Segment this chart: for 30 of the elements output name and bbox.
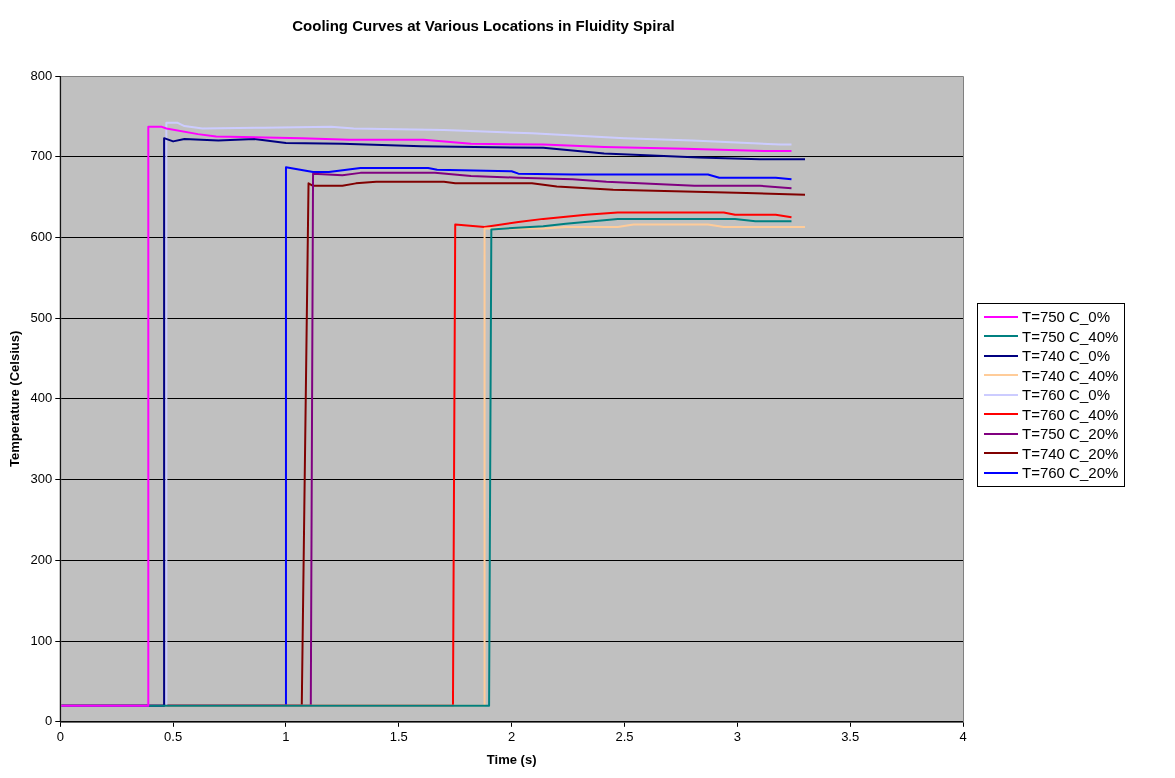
- y-tick-label: 600: [30, 229, 53, 245]
- x-tick-label: 0: [56, 729, 64, 745]
- y-tick-label: 400: [30, 390, 53, 406]
- x-tick-label: 0.5: [164, 729, 183, 745]
- legend-label: T=740 C_20%: [1022, 443, 1119, 463]
- chart-title: Cooling Curves at Various Locations in Fluidity Spiral: [292, 17, 675, 35]
- x-tick-label: 2.5: [615, 729, 634, 745]
- y-tick-label: 300: [30, 471, 53, 487]
- y-tick-label: 700: [30, 148, 53, 164]
- legend-label: T=760 C_0%: [1022, 385, 1110, 405]
- x-axis-title: Time (s): [486, 751, 537, 767]
- x-tick-label: 1: [282, 729, 290, 745]
- x-tick-label: 4: [959, 729, 967, 745]
- y-tick-label: 200: [30, 551, 53, 567]
- legend-label: T=750 C_0%: [1022, 307, 1110, 327]
- y-tick-label: 0: [45, 713, 53, 729]
- x-tick-label: 1.5: [389, 729, 408, 745]
- y-tick-label: 800: [30, 67, 53, 83]
- legend-label: T=750 C_40%: [1022, 326, 1119, 346]
- x-tick-label: 2: [508, 729, 516, 745]
- y-tick-label: 100: [30, 632, 53, 648]
- x-tick-label: 3.5: [841, 729, 860, 745]
- legend-label: T=750 C_20%: [1022, 424, 1119, 444]
- legend-label: T=740 C_0%: [1022, 346, 1110, 366]
- y-axis-title: Temperature (Celsius): [7, 330, 23, 468]
- legend-label: T=740 C_40%: [1022, 365, 1119, 385]
- legend-label: T=760 C_20%: [1022, 463, 1119, 483]
- x-tick-label: 3: [733, 729, 741, 745]
- legend-label: T=760 C_40%: [1022, 404, 1119, 424]
- y-tick-label: 500: [30, 309, 53, 325]
